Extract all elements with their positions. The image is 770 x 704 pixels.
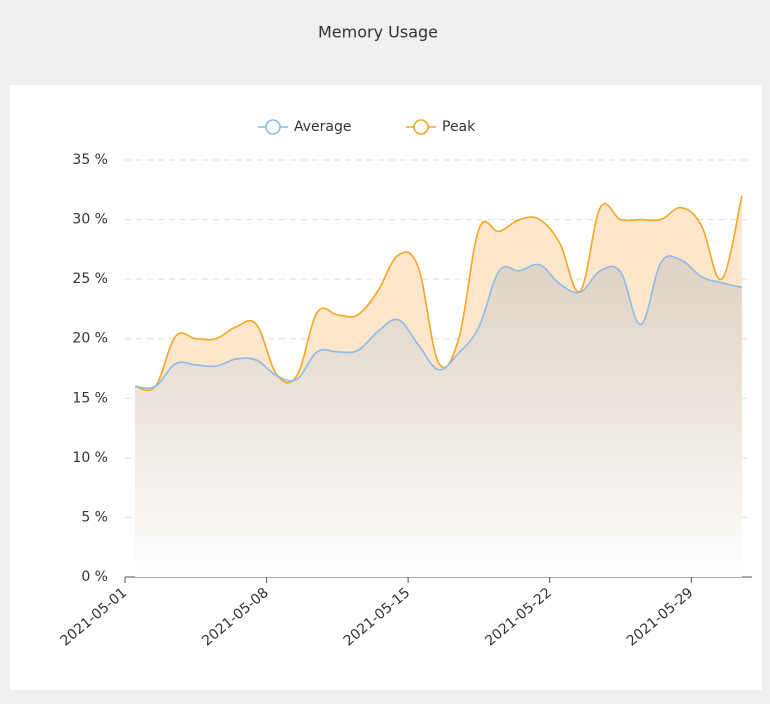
- y-tick-label: 15 %: [72, 390, 108, 406]
- area: [135, 255, 742, 577]
- legend-label: Average: [294, 119, 352, 135]
- legend-marker: [413, 119, 429, 135]
- chart-title: Memory Usage: [318, 23, 438, 42]
- y-tick-label: 5 %: [81, 509, 108, 525]
- y-tick-label: 10 %: [72, 450, 108, 466]
- line: [134, 195, 743, 392]
- line: [135, 255, 743, 389]
- y-tick-label: 30 %: [72, 212, 108, 228]
- y-tick-label: 25 %: [72, 271, 108, 287]
- y-tick-label: 20 %: [72, 331, 108, 347]
- y-tick-label: 0 %: [81, 569, 108, 585]
- legend-label: Peak: [442, 119, 476, 135]
- legend-marker: [265, 119, 281, 135]
- y-tick-label: 35 %: [72, 152, 108, 168]
